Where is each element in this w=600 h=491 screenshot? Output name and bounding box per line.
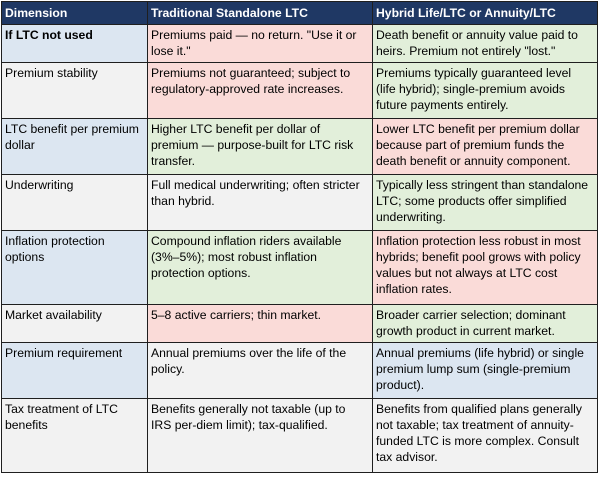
dimension-cell: Premium stability — [1, 62, 148, 119]
traditional-cell: Full medical underwriting; often stricte… — [147, 174, 373, 231]
hybrid-cell: Broader carrier selection; dominant grow… — [372, 304, 598, 343]
table-row: Premium requirement Annual premiums over… — [1, 342, 598, 399]
dimension-cell: If LTC not used — [1, 24, 148, 63]
hybrid-cell: Lower LTC benefit per premium dollar bec… — [372, 118, 598, 175]
traditional-cell: Annual premiums over the life of the pol… — [147, 342, 373, 399]
table-row: Market availability 5–8 active carriers;… — [1, 304, 598, 343]
traditional-cell: Higher LTC benefit per dollar of premium… — [147, 118, 373, 175]
dimension-cell: Tax treatment of LTC benefits — [1, 398, 148, 473]
table-row: Underwriting Full medical underwriting; … — [1, 174, 598, 231]
table-row: If LTC not used Premiums paid — no retur… — [1, 24, 598, 63]
hybrid-cell: Annual premiums (life hybrid) or single … — [372, 342, 598, 399]
hybrid-cell: Typically less stringent than standalone… — [372, 174, 598, 231]
table-row: Tax treatment of LTC benefits Benefits g… — [1, 398, 598, 473]
ltc-comparison-table: Dimension Traditional Standalone LTC Hyb… — [1, 1, 598, 473]
hybrid-cell: Benefits from qualified plans generally … — [372, 398, 598, 473]
dimension-cell: Premium requirement — [1, 342, 148, 399]
dimension-cell: Inflation protection options — [1, 230, 148, 305]
traditional-cell: Benefits generally not taxable (up to IR… — [147, 398, 373, 473]
header-dimension: Dimension — [1, 1, 148, 25]
table-row: LTC benefit per premium dollar Higher LT… — [1, 118, 598, 175]
table-row: Inflation protection options Compound in… — [1, 230, 598, 305]
dimension-cell: Underwriting — [1, 174, 148, 231]
header-row: Dimension Traditional Standalone LTC Hyb… — [1, 1, 598, 25]
traditional-cell: Compound inflation riders available (3%–… — [147, 230, 373, 305]
traditional-cell: Premiums paid — no return. "Use it or lo… — [147, 24, 373, 63]
header-traditional: Traditional Standalone LTC — [147, 1, 373, 25]
table-row: Premium stability Premiums not guarantee… — [1, 62, 598, 119]
header-hybrid: Hybrid Life/LTC or Annuity/LTC — [372, 1, 598, 25]
hybrid-cell: Death benefit or annuity value paid to h… — [372, 24, 598, 63]
dimension-cell: Market availability — [1, 304, 148, 343]
traditional-cell: 5–8 active carriers; thin market. — [147, 304, 373, 343]
hybrid-cell: Inflation protection less robust in most… — [372, 230, 598, 305]
traditional-cell: Premiums not guaranteed; subject to regu… — [147, 62, 373, 119]
hybrid-cell: Premiums typically guaranteed level (lif… — [372, 62, 598, 119]
dimension-cell: LTC benefit per premium dollar — [1, 118, 148, 175]
